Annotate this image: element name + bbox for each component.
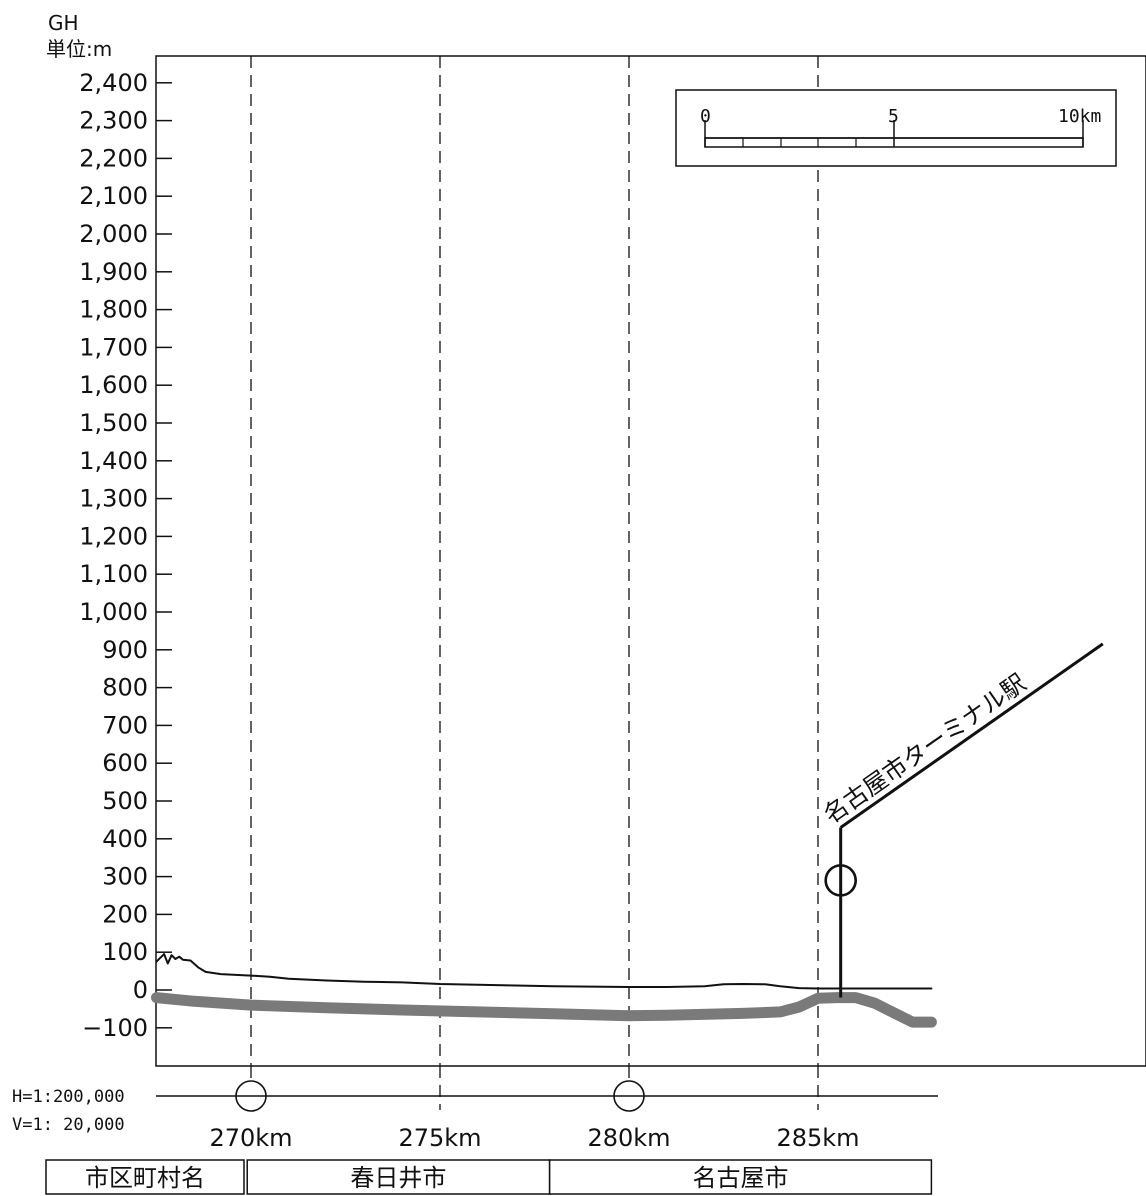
y-tick-label-400: 400 [102, 825, 148, 853]
y-tick-label-500: 500 [102, 787, 148, 815]
y-tick-label-1600: 1,600 [79, 371, 148, 399]
y-tick-label--100: −100 [82, 1014, 148, 1042]
y-tick-label-2300: 2,300 [79, 107, 148, 135]
municipality-header-cell [45, 1159, 245, 1195]
y-tick-label-1200: 1,200 [79, 522, 148, 550]
y-tick-label-600: 600 [102, 749, 148, 777]
y-tick-label-300: 300 [102, 863, 148, 891]
y-tick-label-2400: 2,400 [79, 69, 148, 97]
x-tick-label-275: 275km [398, 1124, 481, 1152]
y-tick-label-1400: 1,400 [79, 447, 148, 475]
y-tick-label-1800: 1,800 [79, 296, 148, 324]
grid-lines [250, 56, 819, 1110]
y-tick-label-2200: 2,200 [79, 144, 148, 172]
municipality-cell-1 [548, 1159, 933, 1195]
x-axis: 270km 275km 280km 285km [156, 1095, 938, 1152]
y-tick-label-800: 800 [102, 674, 148, 702]
scale-label-0: 0 [700, 106, 711, 127]
series [151, 953, 937, 1028]
y-tick-label-2100: 2,100 [79, 182, 148, 210]
y-tick-label-1000: 1,000 [79, 598, 148, 626]
yaxis-unit: 単位:m [46, 37, 112, 61]
municipality-name-1: 名古屋市 [693, 1164, 789, 1192]
terminal-station-marker [824, 864, 857, 897]
scale-label-10km: 10km [1058, 106, 1101, 127]
y-axis: 2,400 2,300 2,200 2,100 2,000 1,900 1,800 1,700… [79, 69, 172, 1042]
y-tick-label-2000: 2,000 [79, 220, 148, 248]
y-tick-label-1500: 1,500 [79, 409, 148, 437]
y-tick-label-200: 200 [102, 900, 148, 928]
series-ground-line [155, 953, 933, 990]
y-tick-label-1700: 1,700 [79, 333, 148, 361]
municipality-header: 市区町村名 [85, 1164, 205, 1192]
municipality-table: 市区町村名 春日井市 名古屋市 [45, 1159, 933, 1195]
x-tick-label-280: 280km [587, 1124, 670, 1152]
y-tick-label-1300: 1,300 [79, 485, 148, 513]
y-tick-label-700: 700 [102, 711, 148, 739]
y-tick-label-100: 100 [102, 938, 148, 966]
scale-bar: 0 5 10km [675, 89, 1117, 167]
x-tick-label-285: 285km [776, 1124, 859, 1152]
stations: 名古屋市ターミナル駅 [235, 642, 1104, 1112]
y-tick-label-1900: 1,900 [79, 258, 148, 286]
series-track-line [151, 992, 937, 1028]
scale-note-h: H=1:200,000 [12, 1087, 125, 1107]
scale-label-5: 5 [888, 106, 899, 127]
municipality-segments: 春日井市 名古屋市 [246, 1159, 933, 1195]
terminal-station-leader [839, 642, 1104, 829]
y-tick-label-0: 0 [133, 976, 148, 1004]
municipality-cell-0 [246, 1159, 551, 1195]
municipality-name-0: 春日井市 [350, 1164, 446, 1192]
y-tick-label-1100: 1,100 [79, 560, 148, 588]
yaxis-title: GH [48, 11, 79, 35]
terminal-station-name: 名古屋市ターミナル駅 [819, 669, 1032, 830]
x-tick-label-270: 270km [209, 1124, 292, 1152]
scale-note-v: V=1: 20,000 [12, 1115, 125, 1135]
plot-frame [155, 55, 1146, 1067]
y-tick-label-900: 900 [102, 636, 148, 664]
